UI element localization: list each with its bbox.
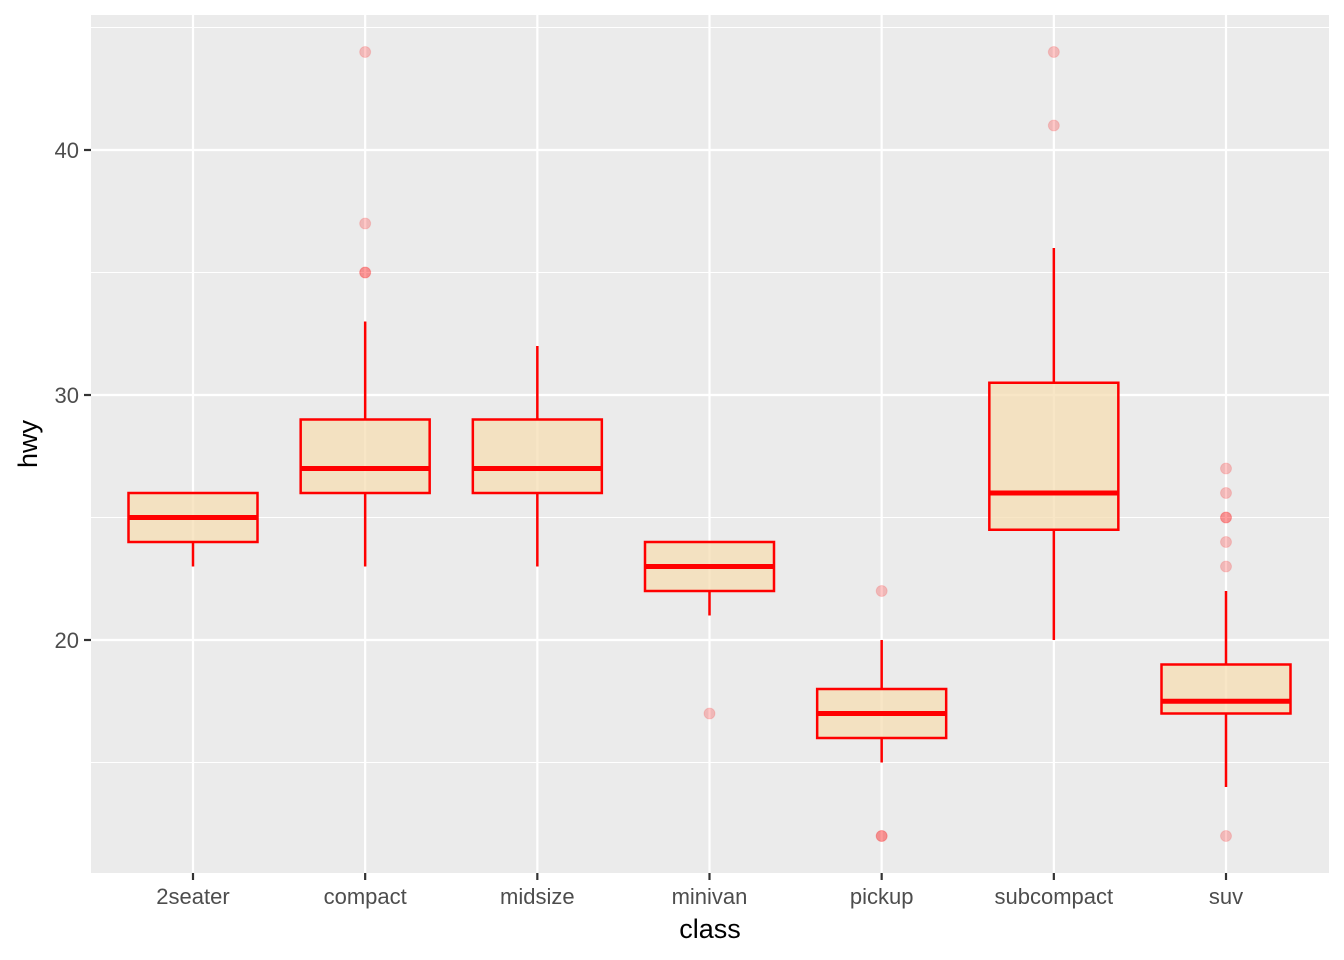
box-suv xyxy=(1160,462,1292,842)
box-minivan xyxy=(643,540,776,720)
outlier-point xyxy=(1220,511,1232,524)
outlier-point xyxy=(359,266,372,279)
x-tick-label: subcompact xyxy=(995,884,1114,909)
x-axis: 2seater compact midsize minivan pickup subcom… xyxy=(156,873,1243,909)
outlier-point xyxy=(1220,560,1232,573)
outlier-point xyxy=(359,217,372,230)
x-tick-label: suv xyxy=(1209,884,1243,909)
box-iqr xyxy=(471,418,604,495)
x-tick-label: compact xyxy=(324,884,407,909)
outlier-point xyxy=(875,830,888,842)
outlier-point xyxy=(359,46,372,58)
x-tick-label: midsize xyxy=(500,884,575,909)
outlier-point xyxy=(1220,511,1232,524)
box-midsize xyxy=(471,346,604,567)
box-series xyxy=(127,46,1292,842)
outlier-point xyxy=(1220,536,1232,548)
x-tick-label: 2seater xyxy=(156,884,229,909)
x-axis-title: class xyxy=(679,914,741,944)
y-tick-label: 30 xyxy=(55,383,79,408)
box-iqr xyxy=(988,381,1120,531)
box-iqr xyxy=(1160,663,1292,715)
y-axis: 20 30 40 xyxy=(55,138,91,653)
box-subcompact xyxy=(988,46,1120,640)
box-iqr xyxy=(299,418,431,495)
outlier-point xyxy=(1047,46,1060,58)
box-pickup xyxy=(815,585,948,842)
outlier-point xyxy=(703,707,716,720)
outlier-point xyxy=(1220,487,1232,499)
box-2seater xyxy=(127,491,259,567)
y-axis-title: hwy xyxy=(13,419,43,468)
x-tick-label: pickup xyxy=(850,884,914,909)
x-tick-label: minivan xyxy=(672,884,748,909)
outlier-point xyxy=(875,830,888,842)
outlier-point xyxy=(1220,462,1232,475)
outlier-point xyxy=(359,266,372,279)
y-tick-label: 40 xyxy=(55,138,79,163)
outlier-point xyxy=(1220,830,1232,842)
outlier-point xyxy=(875,585,888,597)
y-tick-label: 20 xyxy=(55,628,79,653)
outlier-point xyxy=(1047,119,1060,132)
box-compact xyxy=(299,46,431,567)
